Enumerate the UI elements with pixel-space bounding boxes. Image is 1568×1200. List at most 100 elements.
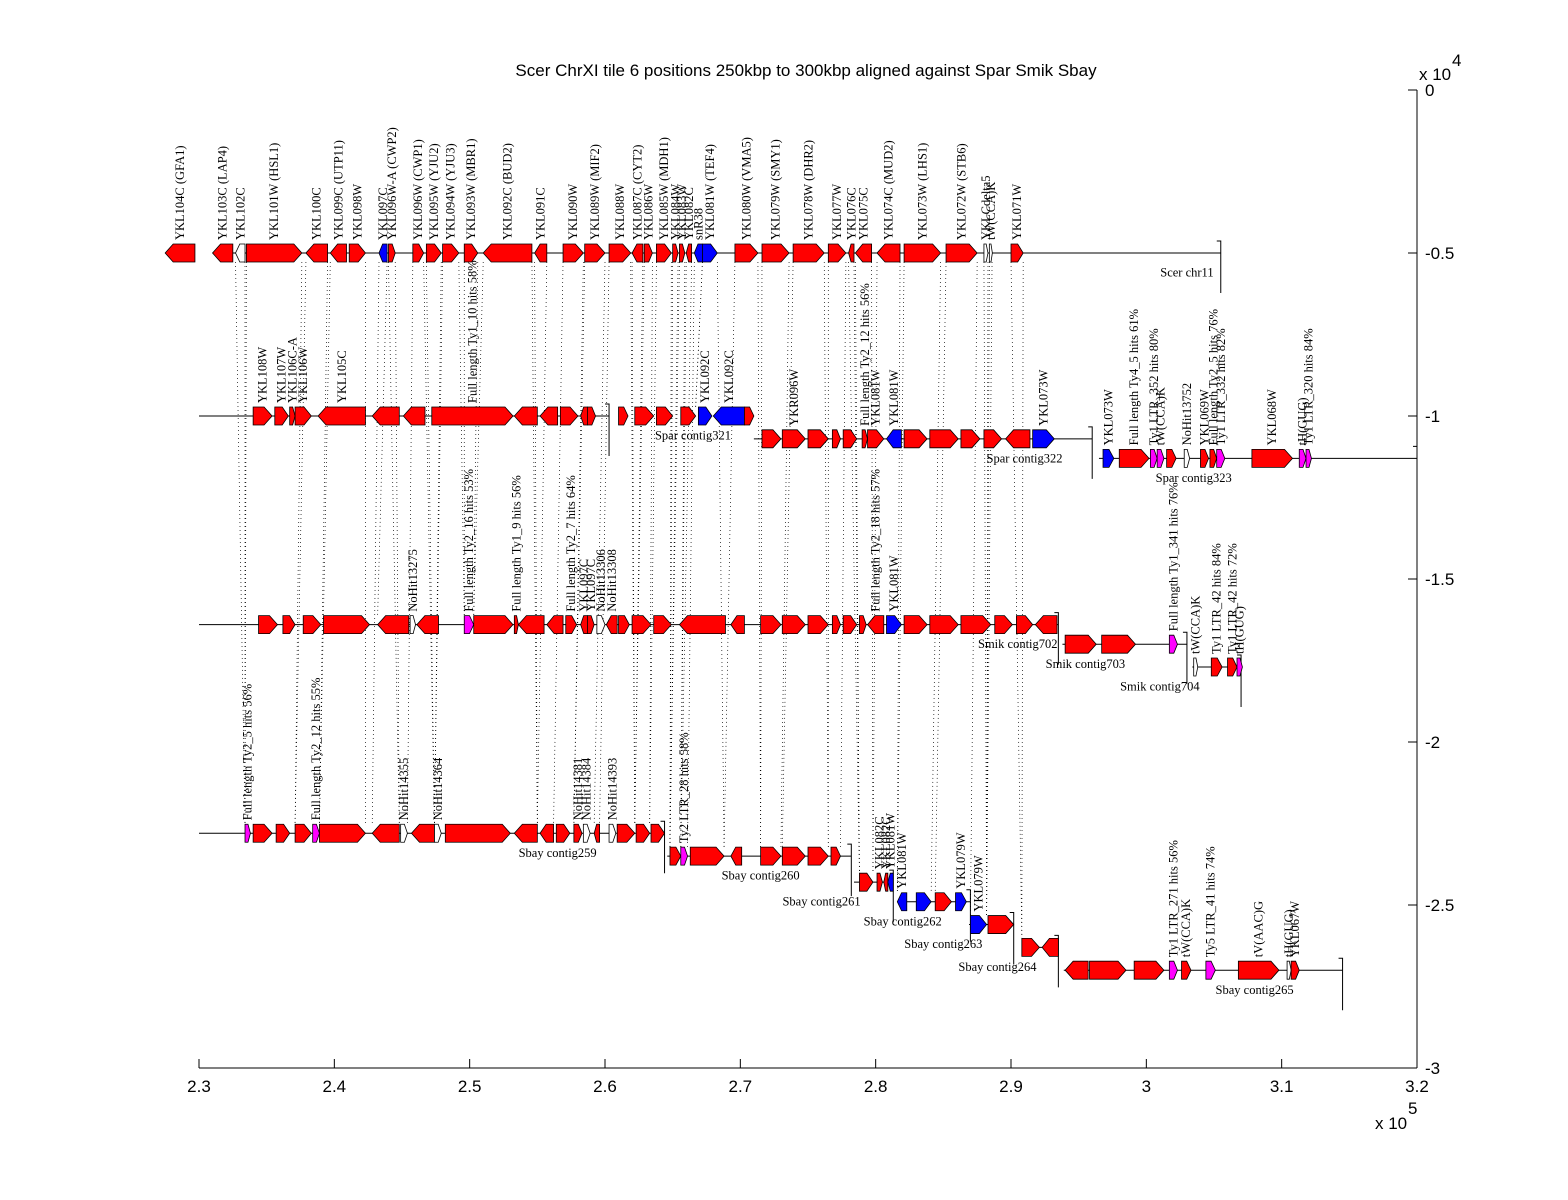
gene-arrow	[678, 615, 726, 635]
gene-arrow	[743, 406, 755, 426]
gene-arrow	[859, 615, 867, 635]
gene-arrow	[650, 823, 666, 843]
gene-label: YKL087C (CYT2)	[630, 145, 644, 240]
x-tick-label: 2.3	[187, 1077, 211, 1096]
gene-arrow	[1290, 960, 1300, 980]
gene-label: Ty1 LTR_332 hits 82%	[1214, 328, 1228, 445]
gene-label: NoHit14384	[580, 757, 594, 820]
gene-arrow	[559, 406, 579, 426]
gene-arrow	[388, 243, 396, 263]
gene-arrow	[781, 846, 806, 866]
gene-arrow	[697, 406, 713, 426]
contig-bracket	[1054, 934, 1059, 988]
gene-arrow	[319, 823, 366, 843]
alignment-link	[294, 261, 303, 825]
gene-arrow	[513, 615, 519, 635]
gene-arrow	[1064, 960, 1089, 980]
gene-label: YKL079W	[972, 855, 986, 911]
gene-label: YKL104C (GFA1)	[173, 145, 187, 240]
gene-arrow	[565, 615, 578, 635]
gene-label: YKL073W	[1036, 369, 1050, 425]
track: Sbay contig264	[958, 934, 1059, 988]
gene-arrow	[1193, 657, 1199, 677]
gene-arrow	[970, 915, 988, 934]
gene-arrow	[605, 615, 618, 635]
gene-arrow	[1168, 634, 1178, 654]
contig-label: Sbay contig260	[722, 869, 800, 883]
gene-arrow	[983, 243, 989, 263]
y-axis-multiplier-exponent: 4	[1452, 51, 1461, 70]
gene-arrow	[377, 615, 410, 635]
x-tick-label: 3.1	[1270, 1077, 1294, 1096]
alignment-link	[536, 261, 548, 825]
gene-label: tV(AAC)G	[1252, 901, 1266, 957]
alignment-link	[934, 261, 947, 893]
gene-label: YKL101W (HSL1)	[267, 143, 281, 240]
track: YKL104C (GFA1) YKL103C (LAP4) YKL102C YKL10…	[164, 127, 1222, 293]
gene-arrow	[1305, 448, 1312, 468]
gene-arrow	[539, 406, 559, 426]
gene-label: Ty1 LTR_352 hits 80%	[1147, 328, 1161, 445]
gene-arrow	[960, 429, 981, 449]
alignment-link	[319, 261, 328, 825]
alignment-link	[760, 261, 763, 848]
y-tick-label: -1	[1425, 407, 1440, 426]
gene-arrow	[618, 615, 630, 635]
gene-arrow	[608, 823, 617, 843]
gene-label: YKL106W	[296, 347, 310, 403]
gene-label: NoHit13306	[594, 549, 608, 612]
gene-label: YKL082C	[873, 816, 887, 869]
gene-arrow	[1181, 960, 1192, 980]
gene-arrow	[1251, 448, 1294, 468]
gene-label: Full length Ty1_341 hits 76%	[1166, 482, 1180, 631]
gene-label: YKL105C	[335, 350, 349, 403]
gene-arrow	[244, 823, 251, 843]
contig-bracket	[1338, 957, 1344, 1011]
gene-arrow	[653, 615, 672, 635]
gene-arrow	[761, 243, 790, 263]
gene-arrow	[539, 823, 554, 843]
alignment-link	[840, 261, 847, 848]
gene-arrow	[1010, 243, 1024, 263]
alignment-link	[930, 261, 941, 893]
alignment-link	[244, 261, 247, 825]
alignment-link	[394, 261, 400, 825]
gene-arrow	[831, 429, 841, 449]
gene-arrow	[730, 615, 745, 635]
gene-arrow	[444, 823, 511, 843]
gene-arrow	[987, 915, 1015, 934]
gene-label: YKL096W-A (CWP2)	[385, 127, 399, 240]
gene-arrow	[988, 243, 993, 263]
gene-arrow	[1089, 960, 1127, 980]
gene-label: YKL073W (LHS1)	[915, 143, 929, 240]
gene-arrow	[534, 243, 548, 263]
gene-arrow	[781, 615, 806, 635]
gene-arrow	[593, 823, 600, 843]
alignment-link	[986, 261, 989, 916]
gene-arrow	[317, 406, 366, 426]
gene-arrow	[323, 615, 371, 635]
gene-arrow	[781, 429, 806, 449]
gene-label: YKL088W	[613, 184, 627, 240]
x-tick-label: 2.5	[458, 1077, 482, 1096]
gene-arrow	[1227, 657, 1238, 677]
contig-bracket	[1088, 426, 1093, 479]
gene-arrow	[1032, 429, 1055, 449]
gene-arrow	[827, 243, 847, 263]
gene-label: Ty1 LTR_42 hits 72%	[1225, 543, 1239, 654]
gene-arrow	[274, 406, 289, 426]
gene-label: YKL108W	[256, 347, 270, 403]
gene-arrow	[305, 243, 328, 263]
gene-arrow	[1021, 937, 1040, 957]
gene-label: YKL081W	[895, 832, 909, 888]
gene-arrow	[807, 846, 829, 866]
y-tick-label: -1.5	[1425, 570, 1454, 589]
gene-label: YKL068W	[1265, 389, 1279, 445]
alignment-link	[434, 261, 442, 825]
gene-arrow	[693, 243, 703, 263]
gene-arrow	[669, 846, 682, 866]
alignment-link	[407, 261, 414, 825]
gene-label: Ty1 LTR_320 hits 84%	[1302, 328, 1316, 445]
gene-label: YKL092C (BUD2)	[501, 143, 515, 240]
